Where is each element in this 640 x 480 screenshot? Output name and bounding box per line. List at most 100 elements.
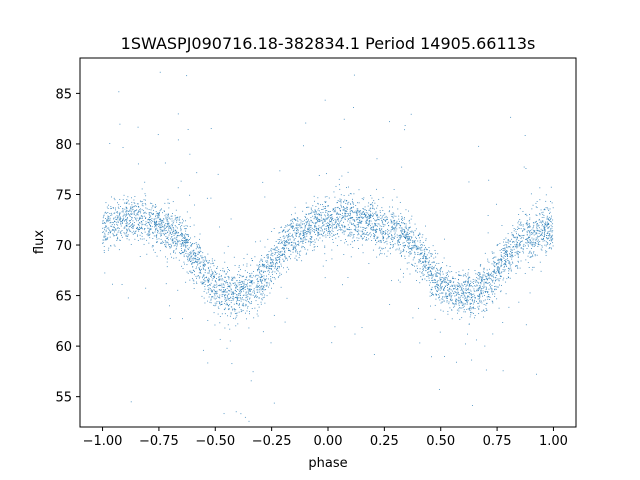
data-point — [474, 279, 476, 281]
data-point — [440, 278, 442, 280]
data-point — [338, 224, 340, 226]
data-point — [144, 231, 146, 233]
data-point — [435, 293, 437, 295]
data-point — [450, 279, 452, 281]
data-point — [157, 134, 159, 136]
data-point — [187, 256, 189, 258]
data-point — [215, 273, 217, 275]
data-point — [318, 225, 320, 227]
data-point — [265, 265, 267, 267]
data-point — [368, 209, 370, 211]
data-point — [332, 230, 334, 232]
data-point — [440, 287, 442, 289]
data-point — [207, 319, 209, 321]
data-point — [417, 252, 419, 253]
data-point — [466, 288, 468, 290]
data-point — [392, 245, 394, 247]
data-point — [345, 239, 346, 240]
data-point — [195, 261, 197, 263]
data-point — [465, 285, 467, 287]
data-point — [518, 240, 520, 241]
data-point — [317, 231, 318, 233]
data-point — [518, 227, 520, 229]
data-point — [298, 223, 300, 225]
data-point — [162, 231, 164, 233]
data-point — [459, 274, 461, 276]
data-point — [360, 230, 362, 232]
data-point — [478, 145, 480, 147]
data-point — [241, 284, 243, 286]
data-point — [412, 259, 414, 261]
data-point — [419, 282, 421, 284]
data-point — [519, 267, 521, 269]
data-point — [327, 214, 329, 215]
data-point — [460, 275, 462, 277]
data-point — [402, 245, 404, 247]
data-point — [317, 239, 319, 241]
data-point — [480, 291, 482, 293]
data-point — [367, 234, 369, 235]
data-point — [503, 239, 505, 240]
data-point — [298, 236, 300, 238]
data-point — [189, 217, 191, 219]
data-point — [190, 270, 192, 272]
data-point — [426, 261, 428, 263]
data-point — [157, 224, 159, 226]
data-point — [349, 215, 351, 217]
data-point — [317, 229, 319, 231]
data-point — [272, 266, 274, 268]
data-point — [500, 264, 502, 266]
data-point — [480, 291, 482, 293]
data-point — [314, 211, 316, 213]
data-point — [394, 220, 395, 222]
data-point — [204, 283, 206, 285]
data-point — [509, 261, 510, 263]
data-point — [366, 239, 368, 241]
data-point — [427, 268, 429, 270]
data-point — [391, 239, 393, 240]
data-point — [403, 229, 405, 231]
data-point — [404, 245, 406, 246]
data-point — [252, 260, 253, 262]
data-point — [199, 252, 201, 253]
data-point — [224, 270, 225, 272]
data-point — [518, 261, 519, 263]
data-point — [185, 242, 187, 244]
data-point — [257, 265, 259, 267]
data-point — [479, 288, 481, 290]
data-point — [380, 240, 381, 242]
data-point — [552, 238, 554, 240]
data-point — [458, 304, 460, 306]
data-point — [532, 233, 534, 235]
data-point — [313, 218, 315, 220]
data-point — [236, 315, 238, 317]
data-point — [540, 235, 541, 236]
data-point — [276, 256, 278, 258]
data-point — [501, 262, 503, 264]
data-point — [129, 223, 131, 225]
data-point — [343, 201, 345, 202]
data-point — [429, 253, 431, 255]
data-point — [287, 237, 289, 239]
data-point — [471, 285, 472, 287]
data-point — [400, 250, 402, 252]
data-point — [395, 249, 397, 251]
data-point — [386, 240, 388, 242]
data-point — [424, 278, 426, 280]
data-point — [160, 231, 162, 233]
data-point — [504, 264, 506, 265]
data-point — [493, 269, 495, 271]
data-point — [224, 281, 226, 282]
data-point — [359, 216, 361, 218]
data-point — [550, 230, 552, 232]
data-point — [105, 211, 106, 213]
data-point — [495, 203, 497, 205]
data-point — [527, 255, 529, 257]
data-point — [149, 225, 151, 226]
data-point — [311, 230, 313, 232]
data-point — [288, 256, 290, 258]
data-point — [246, 284, 248, 286]
data-point — [440, 274, 441, 276]
data-point — [370, 234, 372, 236]
data-point — [262, 272, 264, 274]
